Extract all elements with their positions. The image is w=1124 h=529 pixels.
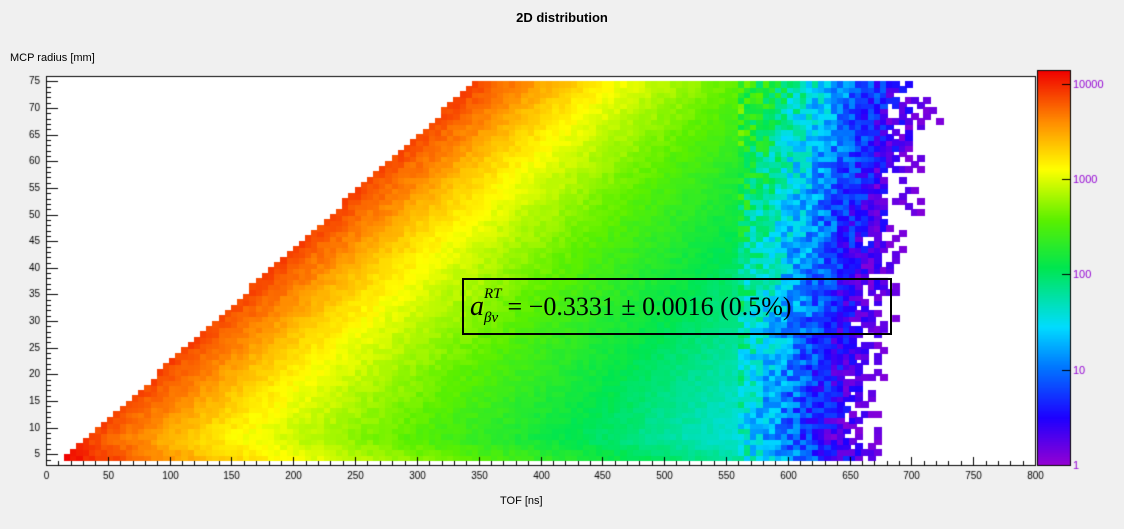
annotation-symbol: a (470, 290, 484, 322)
fit-result-annotation: a RT βν = −0.3331 ± 0.0016 (0.5%) (462, 278, 892, 335)
annotation-subscript: βν (484, 309, 499, 326)
annotation-superscript: RT (484, 285, 502, 302)
x-axis-label: TOF [ns] (500, 495, 543, 507)
y-axis-label: MCP radius [mm] (10, 52, 95, 64)
annotation-expression: = −0.3331 ± 0.0016 (0.5%) (507, 291, 792, 321)
chart-title: 2D distribution (516, 10, 608, 25)
annotation-indices: RT βν (484, 286, 502, 325)
